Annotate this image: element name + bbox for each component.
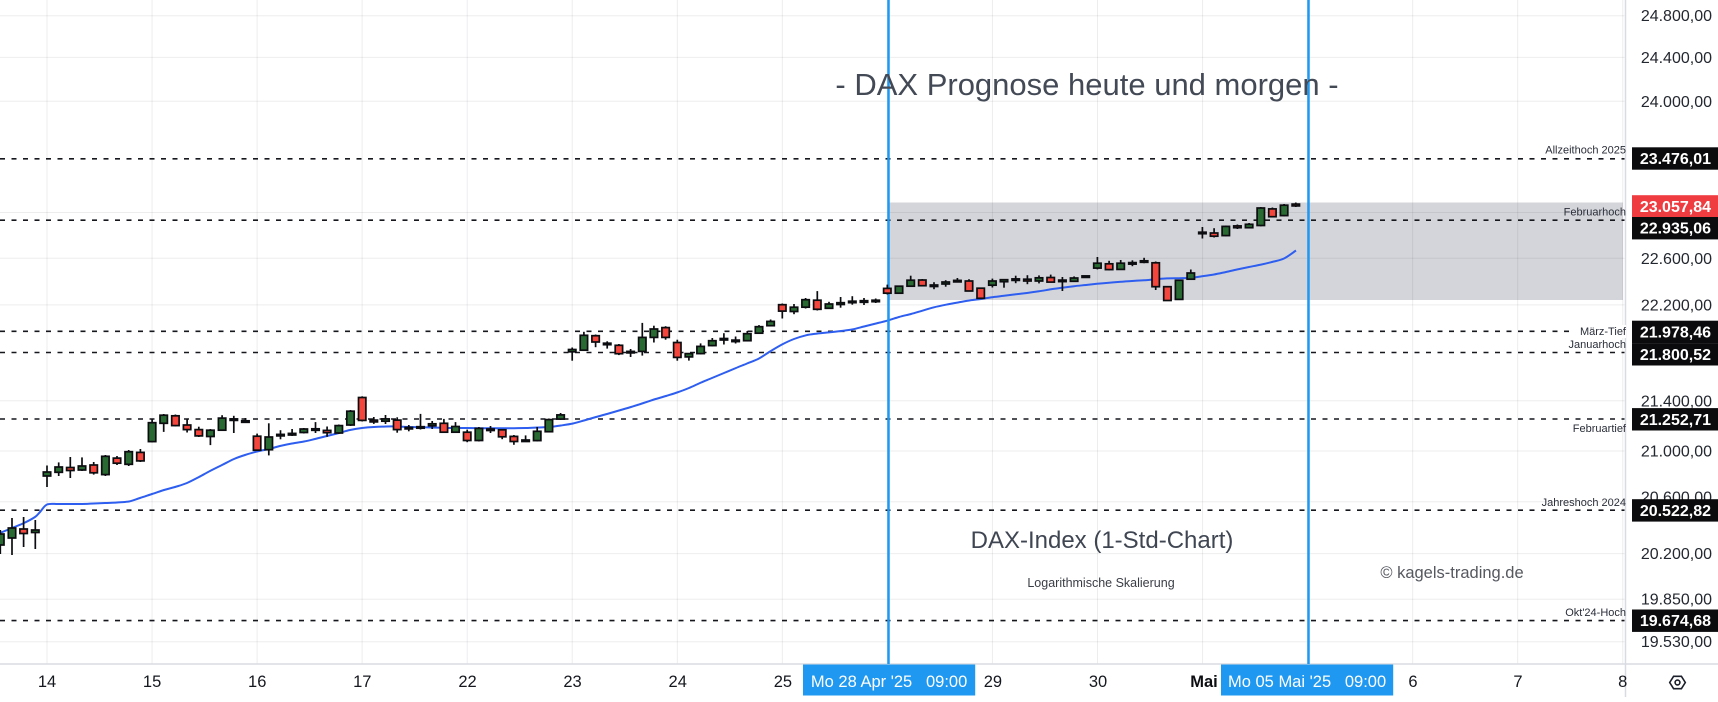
svg-text:24.800,00: 24.800,00 [1641, 8, 1712, 25]
svg-text:8: 8 [1618, 673, 1627, 691]
svg-text:Mo 28 Apr '25 09:00: Mo 28 Apr '25 09:00 [811, 673, 967, 691]
svg-text:Februarhoch: Februarhoch [1564, 207, 1626, 219]
svg-text:Logarithmische Skalierung: Logarithmische Skalierung [1027, 576, 1174, 590]
svg-text:21.400,00: 21.400,00 [1641, 393, 1712, 410]
svg-text:23: 23 [563, 673, 581, 691]
svg-text:15: 15 [143, 673, 161, 691]
svg-text:24.000,00: 24.000,00 [1641, 94, 1712, 111]
svg-text:20.200,00: 20.200,00 [1641, 546, 1712, 563]
svg-text:Mai: Mai [1190, 673, 1218, 691]
svg-text:© kagels-trading.de: © kagels-trading.de [1380, 564, 1523, 582]
svg-text:6: 6 [1408, 673, 1417, 691]
svg-text:30: 30 [1089, 673, 1107, 691]
svg-text:Februartief: Februartief [1573, 423, 1627, 435]
svg-text:DAX-Index (1-Std-Chart): DAX-Index (1-Std-Chart) [971, 527, 1234, 554]
svg-text:Okt'24-Hoch: Okt'24-Hoch [1565, 607, 1626, 619]
svg-text:16: 16 [248, 673, 266, 691]
svg-text:23.476,01: 23.476,01 [1640, 151, 1711, 168]
svg-text:Januarhoch: Januarhoch [1569, 339, 1627, 351]
svg-text:19.850,00: 19.850,00 [1641, 592, 1712, 609]
svg-text:14: 14 [38, 673, 56, 691]
svg-text:21.978,46: 21.978,46 [1640, 324, 1711, 341]
svg-text:22.600,00: 22.600,00 [1641, 251, 1712, 268]
svg-text:21.800,52: 21.800,52 [1640, 347, 1711, 364]
svg-text:29: 29 [984, 673, 1002, 691]
svg-text:23.057,84: 23.057,84 [1640, 199, 1711, 216]
svg-text:21.252,71: 21.252,71 [1640, 412, 1711, 429]
svg-text:22: 22 [458, 673, 476, 691]
svg-text:17: 17 [353, 673, 371, 691]
svg-text:Jahreshoch 2024: Jahreshoch 2024 [1542, 497, 1626, 509]
svg-text:22.200,00: 22.200,00 [1641, 297, 1712, 314]
svg-text:24.400,00: 24.400,00 [1641, 50, 1712, 67]
svg-text:19.674,68: 19.674,68 [1640, 613, 1711, 630]
svg-text:20.522,82: 20.522,82 [1640, 503, 1711, 520]
svg-text:7: 7 [1513, 673, 1522, 691]
svg-text:22.935,06: 22.935,06 [1640, 221, 1711, 238]
svg-text:21.000,00: 21.000,00 [1641, 444, 1712, 461]
svg-text:19.530,00: 19.530,00 [1641, 634, 1712, 651]
svg-text:Allzeithoch 2025: Allzeithoch 2025 [1545, 145, 1626, 157]
svg-text:- DAX Prognose heute und morge: - DAX Prognose heute und morgen - [835, 67, 1338, 102]
svg-text:25: 25 [774, 673, 792, 691]
svg-text:24: 24 [669, 673, 687, 691]
svg-text:März-Tief: März-Tief [1580, 326, 1627, 338]
svg-text:Mo 05 Mai '25 09:00: Mo 05 Mai '25 09:00 [1228, 673, 1386, 691]
